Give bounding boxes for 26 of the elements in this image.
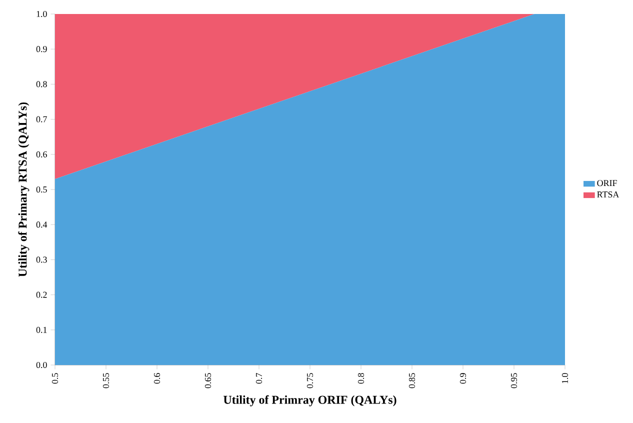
y-tick-label: 0.2 (36, 292, 47, 298)
y-axis-title: Utility of Primary RTSA (QALYs) (18, 102, 30, 277)
legend-label: ORIF (597, 180, 617, 186)
y-tick-label: 0.0 (36, 362, 47, 368)
x-tick-label: 1.0 (562, 373, 568, 384)
legend-label: RTSA (597, 191, 620, 198)
y-tick-label: 1.0 (36, 10, 47, 18)
y-tick-label: 0.1 (36, 326, 47, 333)
x-tick-label: 0.5 (52, 373, 58, 384)
x-tick-label: 0.7 (256, 373, 262, 384)
x-tick-label: 0.9 (460, 373, 466, 384)
x-tick-label: 0.75 (306, 373, 314, 388)
y-tick-label: 0.6 (36, 151, 47, 158)
x-tick-label: 0.65 (204, 373, 212, 388)
x-tick-label: 0.6 (154, 373, 160, 384)
y-tick-label: 0.5 (36, 186, 47, 193)
x-tick-label: 0.95 (510, 373, 518, 388)
y-tick-label: 0.7 (36, 116, 47, 122)
x-axis-title: Utility of Primray ORIF (QALYs) (224, 395, 396, 406)
y-tick-label: 0.4 (36, 222, 48, 228)
y-tick-label: 0.3 (36, 256, 47, 263)
x-tick-label: 0.8 (358, 373, 364, 384)
y-tick-label: 0.8 (36, 81, 47, 88)
x-tick-label: 0.85 (408, 373, 416, 388)
x-tick-label: 0.55 (102, 373, 110, 388)
y-tick-label: 0.9 (36, 46, 47, 52)
